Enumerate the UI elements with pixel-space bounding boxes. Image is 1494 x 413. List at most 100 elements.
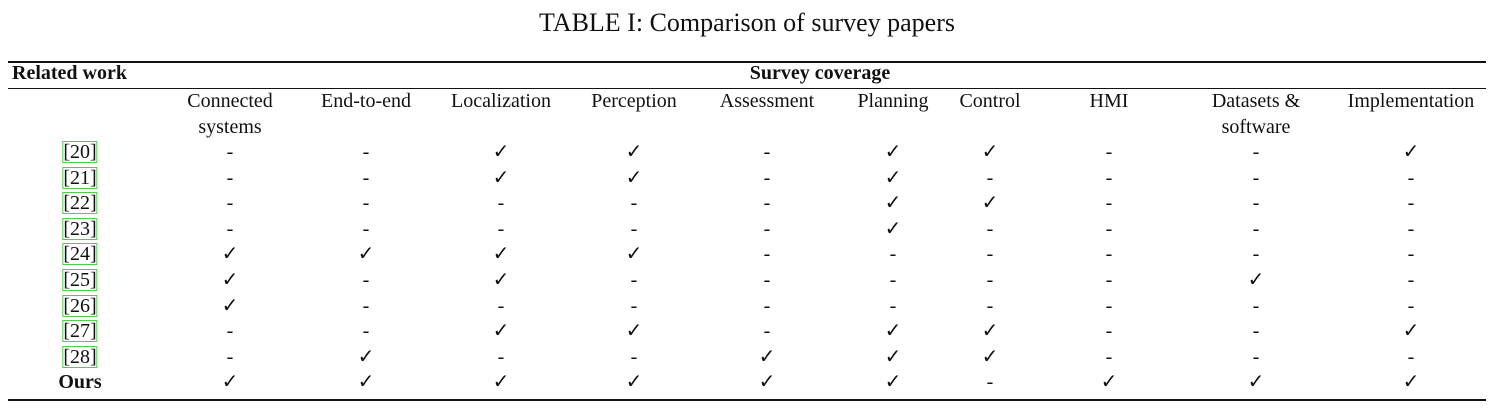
cell: - xyxy=(1252,294,1260,317)
header-line: systems xyxy=(198,116,262,138)
cell: ✓ xyxy=(1247,269,1265,291)
cell: - xyxy=(1407,217,1415,240)
cell: ✓ xyxy=(981,320,999,343)
cell: ✓ xyxy=(884,141,902,163)
cell: - xyxy=(497,217,505,240)
cell: ✓ xyxy=(492,243,510,266)
row-label: [26] xyxy=(62,294,98,318)
cell: ✓ xyxy=(884,192,902,215)
cell: - xyxy=(362,320,370,343)
header-line: Datasets & xyxy=(1211,90,1301,112)
cell: - xyxy=(986,269,994,291)
column-header: Datasets & software xyxy=(1212,88,1300,140)
cell: - xyxy=(226,166,234,189)
header-line: Localization xyxy=(451,90,551,112)
cell: ✓ xyxy=(884,166,902,189)
cell: - xyxy=(1105,217,1113,240)
cell: - xyxy=(889,269,897,291)
cell: - xyxy=(763,192,771,215)
cell: ✓ xyxy=(884,217,902,240)
cell: - xyxy=(497,345,505,368)
citation-link[interactable]: [27] xyxy=(62,320,98,343)
cell: ✓ xyxy=(492,166,510,189)
cell: ✓ xyxy=(221,243,239,266)
cell: - xyxy=(362,192,370,215)
citation-link[interactable]: [22] xyxy=(62,192,98,215)
cell: - xyxy=(1105,141,1113,163)
cell: ✓ xyxy=(884,371,902,394)
header-line: HMI xyxy=(1089,90,1129,112)
cell: ✓ xyxy=(1402,371,1420,394)
cell: ✓ xyxy=(1402,320,1420,343)
citation-link[interactable]: [20] xyxy=(62,141,98,163)
citation-link[interactable]: [21] xyxy=(62,166,98,189)
cell: - xyxy=(226,141,234,163)
cell: - xyxy=(226,217,234,240)
header-line: Control xyxy=(959,90,1021,112)
cell: ✓ xyxy=(884,320,902,343)
header-line: Connected xyxy=(187,90,273,112)
cell: - xyxy=(362,217,370,240)
cell: - xyxy=(630,294,638,317)
row-label: [25] xyxy=(62,268,98,292)
cell: - xyxy=(226,345,234,368)
table-title: TABLE I: Comparison of survey papers xyxy=(539,8,955,37)
citation-link[interactable]: [24] xyxy=(62,243,98,266)
cell: - xyxy=(1407,294,1415,317)
cell: - xyxy=(1407,192,1415,215)
cell: - xyxy=(763,243,771,266)
header-line: Implementation xyxy=(1347,90,1475,112)
cell: ✓ xyxy=(221,269,239,291)
cell: - xyxy=(763,320,771,343)
cell: - xyxy=(1105,192,1113,215)
cell: - xyxy=(1105,243,1113,266)
cell: ✓ xyxy=(758,345,776,368)
citation-link[interactable]: [23] xyxy=(62,217,98,240)
row-label: [20] xyxy=(62,140,98,164)
cell: - xyxy=(630,192,638,215)
citation-link[interactable]: [28] xyxy=(62,345,98,368)
cell: ✓ xyxy=(221,294,239,317)
column-header: Control xyxy=(959,88,1020,114)
cell: - xyxy=(986,243,994,266)
row-label: Ours xyxy=(58,370,101,394)
cell: - xyxy=(1105,166,1113,189)
cell: ✓ xyxy=(981,345,999,368)
cell: ✓ xyxy=(981,192,999,215)
group-header: Survey coverage xyxy=(749,62,891,84)
cell: ✓ xyxy=(492,269,510,291)
cell: - xyxy=(763,141,771,163)
cell: ✓ xyxy=(1100,371,1118,394)
cell: - xyxy=(986,294,994,317)
cell: - xyxy=(889,294,897,317)
cell: - xyxy=(1407,269,1415,291)
top-rule xyxy=(8,61,1486,63)
header-line: Planning xyxy=(857,90,929,112)
row-label-text: Ours xyxy=(58,371,102,394)
citation-link[interactable]: [25] xyxy=(62,269,98,291)
cell: ✓ xyxy=(357,371,375,394)
cell: ✓ xyxy=(221,371,239,394)
cell: - xyxy=(630,345,638,368)
cell: - xyxy=(763,166,771,189)
row-label: [28] xyxy=(62,345,98,369)
cell: - xyxy=(763,294,771,317)
cell: - xyxy=(986,166,994,189)
column-header: HMI xyxy=(1090,88,1129,114)
column-header: Implementation xyxy=(1348,88,1475,114)
row-label: [27] xyxy=(62,319,98,343)
cell: - xyxy=(1252,217,1260,240)
cell: ✓ xyxy=(758,371,776,394)
cell: - xyxy=(1105,294,1113,317)
cell: - xyxy=(763,217,771,240)
cell: ✓ xyxy=(357,243,375,266)
mid-rule xyxy=(8,88,1486,89)
cell: - xyxy=(1252,345,1260,368)
citation-link[interactable]: [26] xyxy=(62,294,98,317)
column-header: Perception xyxy=(591,88,677,114)
cell: - xyxy=(986,371,994,394)
header-line: software xyxy=(1221,116,1291,138)
cell: - xyxy=(226,320,234,343)
cell: - xyxy=(1105,320,1113,343)
